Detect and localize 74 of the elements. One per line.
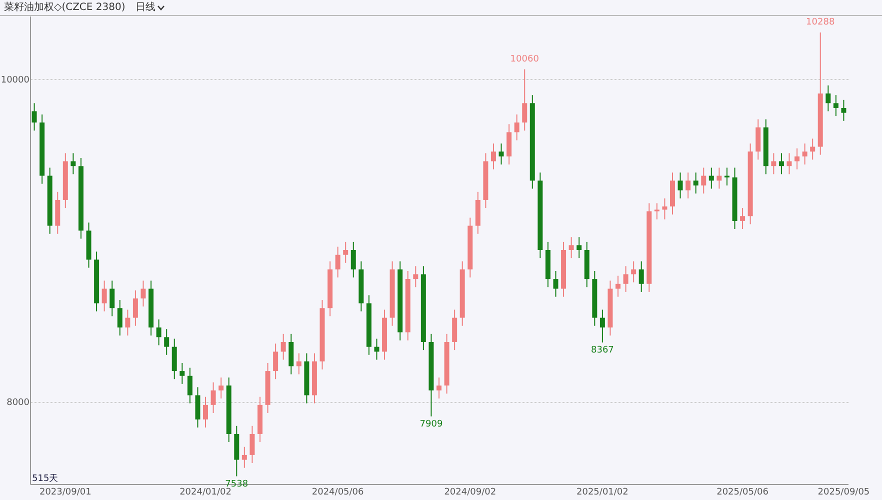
candlestick xyxy=(273,343,278,380)
candlestick xyxy=(514,114,520,141)
candlestick xyxy=(102,280,107,312)
x-tick-label: 2025/01/02 xyxy=(576,488,628,498)
candlestick xyxy=(771,152,776,175)
candlestick xyxy=(132,290,138,326)
candlestick xyxy=(296,352,302,375)
x-tick-label: 2025/05/06 xyxy=(716,488,769,498)
candlestick xyxy=(70,152,76,175)
annotation: 7538 xyxy=(225,479,248,490)
candlestick xyxy=(350,241,356,278)
candlestick xyxy=(125,309,130,336)
x-tick-label: 2024/09/02 xyxy=(444,488,496,498)
candlestick xyxy=(576,236,582,259)
candlestick xyxy=(654,202,660,220)
candlestick xyxy=(662,198,668,220)
candlestick xyxy=(553,270,558,298)
candlestick xyxy=(374,338,380,360)
candlestick xyxy=(203,396,208,428)
candlestick xyxy=(490,142,496,170)
candlestick xyxy=(218,376,224,399)
candlestick xyxy=(740,208,746,230)
candlestick xyxy=(716,167,722,190)
candlestick xyxy=(187,367,192,404)
candlestick xyxy=(110,280,115,317)
annotation: 10288 xyxy=(806,17,835,28)
candlestick xyxy=(693,172,698,194)
candlestick xyxy=(678,172,683,199)
annotation: 10060 xyxy=(510,54,540,64)
candlestick xyxy=(568,236,574,259)
candlestick xyxy=(413,266,418,288)
candlestick xyxy=(522,68,528,132)
candlestick xyxy=(335,246,340,278)
annotation: 515天 xyxy=(32,473,58,484)
candlestick xyxy=(802,142,808,165)
candlestick xyxy=(600,309,605,343)
candlestick xyxy=(708,167,714,190)
candlestick xyxy=(841,99,846,122)
candlestick xyxy=(786,152,792,175)
candlestick xyxy=(638,260,644,292)
candlestick xyxy=(794,148,800,170)
candlestick xyxy=(631,260,636,283)
candlestick xyxy=(210,382,216,414)
candlestick xyxy=(810,138,816,160)
x-tick-label: 2025/09/05 xyxy=(818,488,870,498)
y-tick-label: 10000 xyxy=(0,75,30,86)
y-tick-label: 8000 xyxy=(6,398,30,408)
candlestick xyxy=(250,425,255,464)
candlestick xyxy=(686,172,691,199)
candlestick xyxy=(156,318,162,346)
candlestick xyxy=(498,142,504,165)
candlestick xyxy=(343,241,348,264)
annotation: 8367 xyxy=(590,345,614,356)
chart-subtitle: 日线 xyxy=(135,0,156,15)
candlestick xyxy=(778,152,784,175)
x-tick-label: 2023/09/01 xyxy=(39,488,92,498)
candlestick xyxy=(833,94,838,117)
candlestick xyxy=(32,102,37,132)
candlestick xyxy=(826,84,831,112)
candlestick xyxy=(164,328,170,356)
candlestick xyxy=(180,362,185,384)
candlestick xyxy=(280,333,286,360)
candlestick xyxy=(242,446,247,468)
candlestick xyxy=(724,167,730,186)
candlestick xyxy=(616,275,621,298)
candlestick xyxy=(117,300,122,336)
x-tick-label: 2024/01/02 xyxy=(180,488,232,498)
candlestick xyxy=(436,376,442,399)
x-tick-label: 2024/05/06 xyxy=(312,488,364,498)
candlestick xyxy=(140,280,146,307)
candlestick xyxy=(701,167,706,194)
annotation: 7909 xyxy=(420,419,443,430)
candlestick xyxy=(623,266,628,292)
chart-title: 菜籽油加权◇(CZCE 2380) xyxy=(4,0,126,15)
